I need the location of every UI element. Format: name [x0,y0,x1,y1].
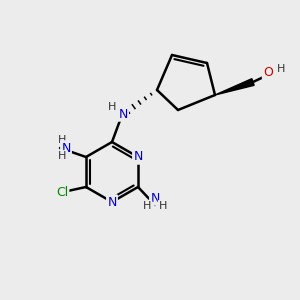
Polygon shape [215,79,254,95]
Text: O: O [263,65,273,79]
Text: N: N [107,196,117,208]
Text: N: N [118,107,128,121]
Text: H: H [58,151,66,161]
Text: N: N [150,191,160,205]
Text: H: H [108,102,116,112]
Text: N: N [133,151,143,164]
Text: H: H [143,201,151,211]
Text: H: H [58,135,66,145]
Text: N: N [61,142,71,154]
Text: Cl: Cl [56,185,68,199]
Text: H: H [159,201,167,211]
Text: H: H [277,64,285,74]
